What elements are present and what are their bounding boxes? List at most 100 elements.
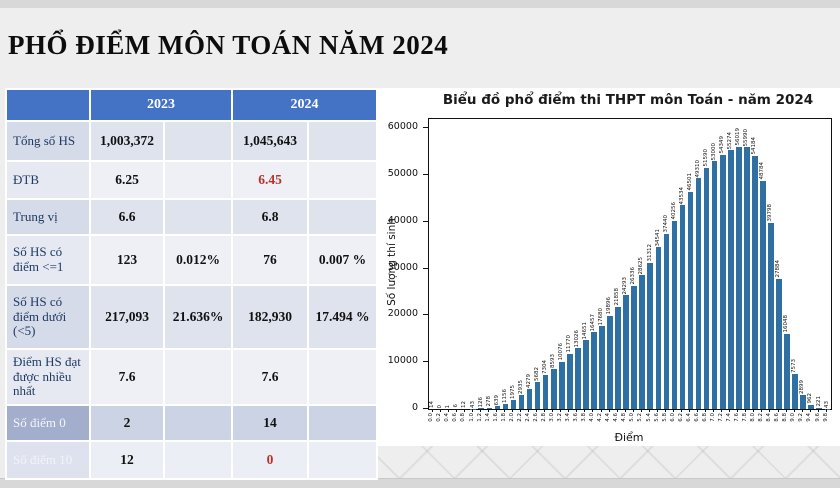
bar-value-label: 14 (430, 401, 436, 408)
x-tick-mark (456, 409, 457, 412)
bar-group: 14651 (582, 119, 590, 409)
x-tick: 2.6 (533, 409, 541, 422)
x-tick-mark (778, 409, 779, 412)
x-tick-mark (584, 409, 585, 412)
x-tick: 7.6 (734, 409, 742, 422)
x-tick: 1.6 (492, 409, 500, 422)
bar (728, 150, 734, 409)
x-tick-mark (697, 409, 698, 412)
bar-group: 51590 (703, 119, 711, 409)
x-tick-label: 7.8 (743, 413, 749, 422)
bar-group: 21858 (614, 119, 622, 409)
x-tick: 0.2 (436, 409, 444, 422)
bar-group: 8593 (550, 119, 558, 409)
bar-group: 2899 (799, 119, 807, 409)
x-tick: 5.4 (645, 409, 653, 422)
x-tick: 0.4 (444, 409, 452, 422)
bar-group: 46501 (687, 119, 695, 409)
x-tick: 0.8 (460, 409, 468, 422)
bar (752, 156, 758, 409)
x-tick-label: 2.4 (526, 413, 532, 422)
bar (559, 362, 565, 409)
bar-value-label: 11770 (567, 335, 573, 353)
bar-group: 7573 (791, 119, 799, 409)
y-tick-label: 30000 (378, 262, 418, 273)
bar (543, 375, 549, 409)
x-tick: 6.8 (702, 409, 710, 422)
x-tick: 0.0 (428, 409, 436, 422)
bar-value-label: 28625 (639, 257, 645, 275)
bar-group: 639 (493, 119, 501, 409)
bar (511, 400, 517, 409)
x-tick: 6.2 (677, 409, 685, 422)
bar-group: 278 (485, 119, 493, 409)
x-tick-mark (464, 409, 465, 412)
x-tick-label: 2.0 (510, 413, 516, 422)
x-tick: 2.8 (541, 409, 549, 422)
x-tick-label: 1.0 (470, 413, 476, 422)
x-tick: 4.4 (605, 409, 613, 422)
bar-group: 37440 (662, 119, 670, 409)
bar (672, 221, 678, 409)
x-axis-label: Điểm (428, 431, 830, 444)
bar (551, 369, 557, 409)
bar-group: 54349 (719, 119, 727, 409)
bar-group: 962 (807, 119, 815, 409)
x-tick: 8.2 (758, 409, 766, 422)
bar-value-label: 53000 (712, 143, 718, 161)
x-tick-label: 4.0 (590, 413, 596, 422)
bar-value-label: 26336 (631, 267, 637, 285)
x-tick-label: 4.4 (606, 413, 612, 422)
bar-value-label: 14651 (583, 322, 589, 340)
bar-group: 126 (477, 119, 485, 409)
x-tick-label: 4.8 (622, 413, 628, 422)
bar-value-label: 17680 (599, 308, 605, 326)
row-label-perfect-scores: Số điểm 10 (7, 442, 89, 478)
bar-value-label: 43534 (680, 187, 686, 205)
table-cell (165, 406, 231, 440)
x-tick: 7.2 (718, 409, 726, 422)
bar-value-label: 2935 (519, 380, 525, 394)
x-tick-mark (592, 409, 593, 412)
bar (519, 395, 525, 409)
x-tick-label: 8.4 (767, 413, 773, 422)
x-tick: 4.2 (597, 409, 605, 422)
table-cell: 6.25 (91, 162, 163, 198)
x-tick-mark (729, 409, 730, 412)
x-tick-label: 1.4 (486, 413, 492, 422)
bar-value-label: 12 (462, 401, 468, 408)
column-header-2024: 2024 (233, 90, 376, 120)
x-tick: 2.4 (525, 409, 533, 422)
bar-value-label: 39798 (768, 204, 774, 222)
bar (712, 161, 718, 409)
bar (784, 334, 790, 409)
x-tick-label: 2.6 (534, 413, 540, 422)
bar-group: 43 (823, 119, 831, 409)
x-tick-label: 1.8 (502, 413, 508, 422)
x-tick: 6.6 (694, 409, 702, 422)
bar-value-label: 639 (495, 395, 501, 406)
table-cell: 6.8 (233, 200, 307, 234)
table-cell: 2 (91, 406, 163, 440)
table-cell (165, 162, 231, 198)
x-tick-label: 6.8 (703, 413, 709, 422)
column-header-2023: 2023 (91, 90, 231, 120)
bar-group: 14 (429, 119, 437, 409)
bar-value-label: 5682 (535, 367, 541, 381)
x-tick-label: 8.0 (751, 413, 757, 422)
table-cell: 21.636% (165, 286, 231, 348)
bar-value-label: 1156 (503, 389, 509, 403)
bar-value-label: 21858 (615, 288, 621, 306)
x-tick-mark (617, 409, 618, 412)
x-tick-mark (673, 409, 674, 412)
x-tick: 4.8 (621, 409, 629, 422)
bar-group: 1156 (501, 119, 509, 409)
row-label-score-below-1: Số HS có điểm <=1 (7, 236, 89, 284)
x-tick-label: 9.6 (816, 413, 822, 422)
bar-value-label: 16048 (784, 315, 790, 333)
table-cell: 1,045,643 (233, 122, 307, 160)
y-tick-label: 40000 (378, 215, 418, 226)
x-tick-mark (601, 409, 602, 412)
bar (623, 295, 629, 409)
